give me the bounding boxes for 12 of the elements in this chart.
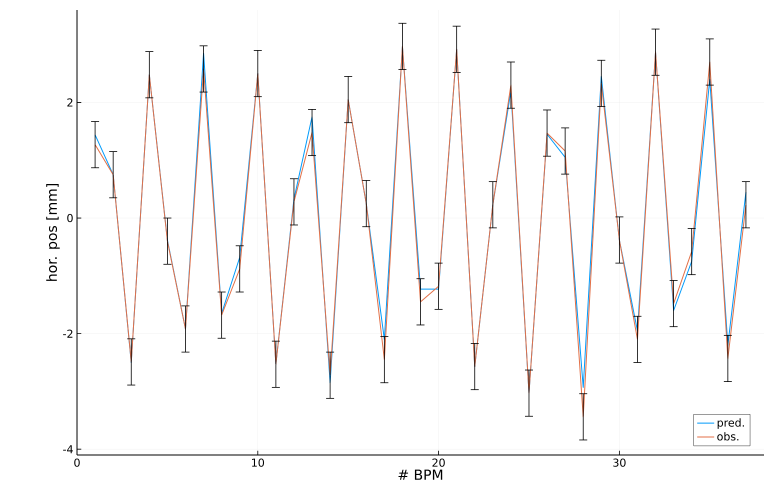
y-axis-title: hor. pos [mm] <box>46 184 60 281</box>
y-tick-label: 2 <box>67 98 72 107</box>
y-tick-label: 0 <box>67 214 73 222</box>
y-tick-label: -2 <box>63 330 72 338</box>
y-tick-label: -4 <box>63 445 73 454</box>
x-axis-title: # BPM <box>398 470 442 480</box>
legend-label: obs. <box>717 432 738 441</box>
x-tick-label: 30 <box>613 458 626 467</box>
legend-label: pred. <box>718 418 744 429</box>
x-tick-label: 0 <box>74 458 80 467</box>
x-tick-label: 10 <box>252 458 264 467</box>
x-tick-label: 20 <box>432 458 445 467</box>
